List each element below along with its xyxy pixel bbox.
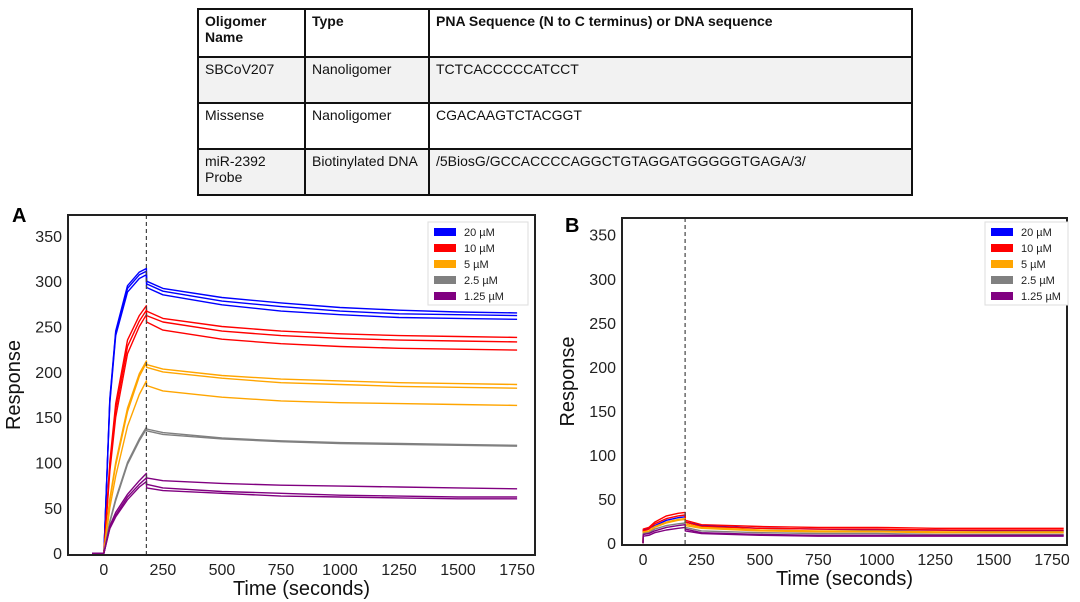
table-header-row: Oligomer Name Type PNA Sequence (N to C … [197, 8, 913, 58]
series-line-2.5 [92, 426, 518, 554]
cell-sequence: TCTCACCCCCATCCT [428, 56, 913, 104]
legend-label: 2.5 µM [464, 275, 498, 287]
y-tick-label: 100 [35, 456, 62, 473]
panel-label: B [565, 215, 579, 237]
x-tick-label: 1750 [499, 562, 535, 579]
legend-swatch [991, 292, 1013, 300]
x-tick-label: 1500 [976, 552, 1012, 569]
x-tick-label: 500 [209, 562, 236, 579]
y-tick-label: 200 [35, 365, 62, 382]
series-line-20 [92, 267, 518, 554]
y-tick-label: 300 [589, 272, 616, 289]
x-axis-label: Time (seconds) [776, 568, 913, 590]
y-tick-label: 150 [589, 404, 616, 421]
legend-swatch [991, 228, 1013, 236]
x-tick-label: 0 [99, 562, 108, 579]
legend-swatch [434, 244, 456, 252]
legend-label: 5 µM [1021, 259, 1046, 271]
cell-name: SBCoV207 [197, 56, 306, 104]
cell-name: Missense [197, 102, 306, 150]
x-tick-label: 1000 [322, 562, 358, 579]
legend-swatch [991, 260, 1013, 268]
header-oligomer-name: Oligomer Name [197, 8, 306, 58]
series-line-1.25 [92, 472, 518, 554]
x-tick-label: 750 [805, 552, 832, 569]
table-row: SBCoV207 Nanoligomer TCTCACCCCCATCCT [197, 56, 913, 104]
legend-swatch [434, 260, 456, 268]
y-tick-label: 50 [44, 501, 62, 518]
x-tick-label: 0 [639, 552, 648, 569]
x-tick-label: 500 [747, 552, 774, 569]
series-line-1.25 [92, 480, 518, 554]
y-tick-label: 250 [589, 316, 616, 333]
y-tick-label: 100 [589, 448, 616, 465]
y-tick-label: 50 [598, 492, 616, 509]
header-type: Type [304, 8, 430, 58]
table-row: Missense Nanoligomer CGACAAGTCTACGGT [197, 102, 913, 150]
series-line-2.5 [92, 428, 518, 554]
cell-sequence: /5BiosG/GCCACCCCAGGCTGTAGGATGGGGGTGAGA/3… [428, 148, 913, 196]
series-line-20 [92, 270, 518, 554]
y-tick-label: 0 [607, 536, 616, 553]
legend-label: 20 µM [464, 227, 495, 239]
legend-label: 10 µM [1021, 243, 1052, 255]
cell-type: Nanoligomer [304, 102, 430, 150]
header-sequence: PNA Sequence (N to C terminus) or DNA se… [428, 8, 913, 58]
legend-label: 5 µM [464, 259, 489, 271]
legend: 20 µM 10 µM 5 µM 2.5 µM 1.25 µM [427, 221, 529, 306]
series-line-5 [92, 380, 518, 554]
cell-type: Nanoligomer [304, 56, 430, 104]
plot-frame [67, 214, 536, 556]
plot-frame [621, 217, 1068, 546]
x-tick-label: 1000 [859, 552, 895, 569]
legend: 20 µM 10 µM 5 µM 2.5 µM 1.25 µM [984, 221, 1069, 306]
cell-sequence: CGACAAGTCTACGGT [428, 102, 913, 150]
series-line-10 [92, 305, 518, 554]
oligomer-table: Oligomer Name Type PNA Sequence (N to C … [197, 8, 913, 196]
series-line-5 [92, 362, 518, 554]
y-tick-label: 350 [35, 229, 62, 246]
legend-label: 20 µM [1021, 227, 1052, 239]
legend-swatch [991, 244, 1013, 252]
legend-swatch [434, 276, 456, 284]
legend-swatch [991, 276, 1013, 284]
legend-label: 10 µM [464, 243, 495, 255]
legend-label: 1.25 µM [1021, 291, 1061, 303]
y-tick-label: 250 [35, 320, 62, 337]
y-tick-label: 350 [589, 228, 616, 245]
x-tick-label: 1500 [440, 562, 476, 579]
series-line-1.25 [642, 526, 1064, 544]
x-tick-label: 1750 [1034, 552, 1070, 569]
y-tick-label: 300 [35, 274, 62, 291]
x-axis-label: Time (seconds) [233, 578, 370, 600]
y-tick-label: 0 [53, 546, 62, 563]
series-line-5 [92, 360, 518, 554]
y-tick-label: 150 [35, 410, 62, 427]
legend-swatch [434, 292, 456, 300]
x-tick-label: 1250 [917, 552, 953, 569]
cell-name: miR-2392 Probe [197, 148, 306, 196]
x-tick-label: 250 [150, 562, 177, 579]
panel-label: A [12, 205, 26, 227]
chart-panel-B: B 0 250 500 750 1000 1250 1500 1750 0 50 100 150 200 2… [557, 215, 1070, 590]
legend-swatch [434, 228, 456, 236]
x-tick-label: 250 [688, 552, 715, 569]
legend-label: 1.25 µM [464, 291, 504, 303]
y-axis-label: Response [557, 336, 579, 426]
series-line-20 [92, 274, 518, 554]
legend-label: 2.5 µM [1021, 275, 1055, 287]
y-axis-label: Response [3, 340, 25, 430]
y-tick-label: 200 [589, 360, 616, 377]
x-tick-label: 1250 [381, 562, 417, 579]
chart-panel-A: A 0 250 500 750 1000 1250 1500 1750 0 50 100 150 200 2… [3, 205, 536, 600]
table-row: miR-2392 Probe Biotinylated DNA /5BiosG/… [197, 148, 913, 196]
cell-type: Biotinylated DNA [304, 148, 430, 196]
x-tick-label: 750 [268, 562, 295, 579]
series-line-10 [92, 314, 518, 554]
